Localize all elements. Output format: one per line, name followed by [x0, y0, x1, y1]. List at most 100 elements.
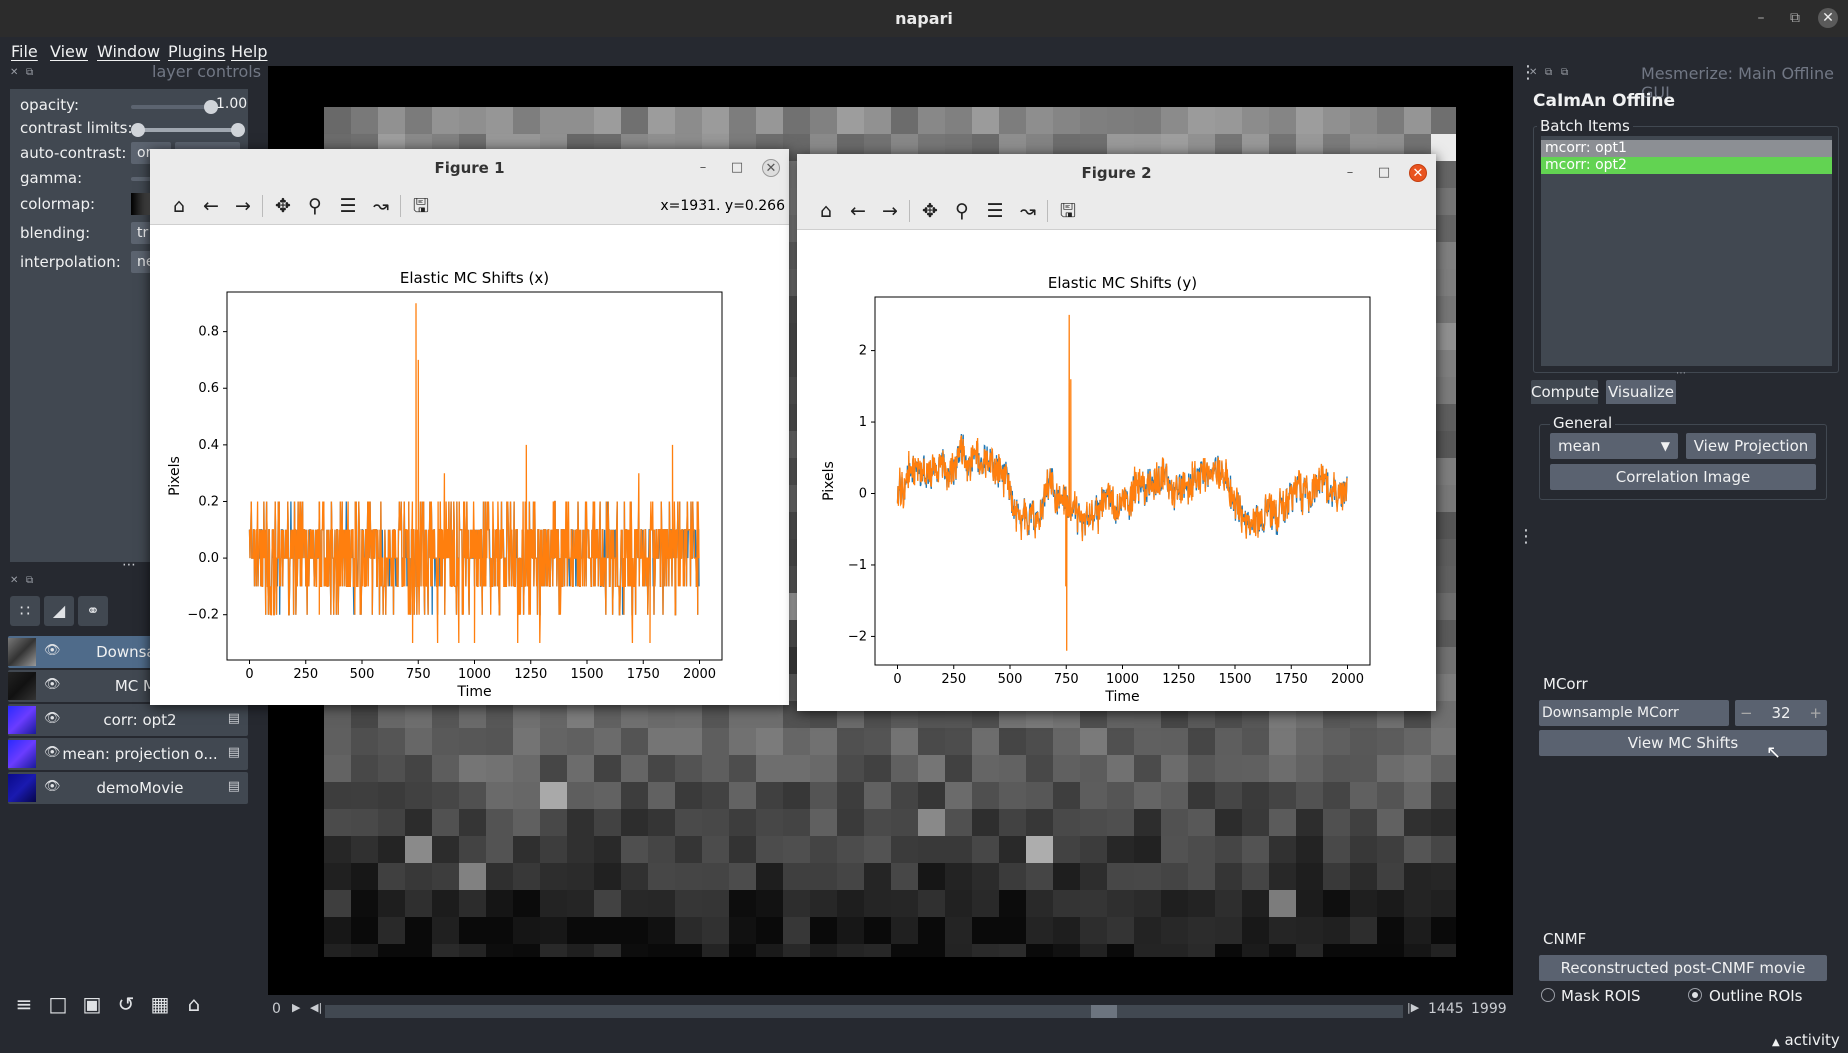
eye-icon[interactable]: 👁 — [44, 779, 61, 794]
right-dock-close-icon[interactable]: ✕ — [1529, 67, 1538, 78]
layer-name[interactable]: demoMovie — [96, 779, 184, 797]
dims-slider[interactable] — [325, 1005, 1403, 1018]
restore-icon[interactable]: ⧉ — [1790, 10, 1800, 26]
image-pixel — [1431, 782, 1456, 810]
figure-1-maximize-icon[interactable]: □ — [730, 160, 744, 175]
right-dock-pin-icon[interactable]: ⧉ — [1561, 67, 1569, 78]
layer-name[interactable]: mean: projection o... — [62, 745, 218, 763]
stepper-minus-icon[interactable]: − — [1740, 704, 1753, 722]
pan-icon[interactable]: ✥ — [922, 200, 938, 222]
back-arrow-icon[interactable]: ← — [203, 195, 219, 217]
step-forward-icon[interactable]: |▶ — [1407, 1001, 1420, 1014]
downsample-stepper[interactable]: − 32 + — [1735, 700, 1827, 726]
contrast-max-handle[interactable] — [231, 123, 245, 137]
console-icon[interactable]: ≡ — [15, 992, 33, 1016]
figure-1-minimize-icon[interactable]: – — [699, 160, 707, 175]
contrast-limits-slider[interactable] — [138, 128, 238, 132]
home-icon[interactable]: ⌂ — [187, 992, 201, 1016]
dock-vertical-handle[interactable]: ⋮ — [1519, 62, 1537, 83]
layer-row[interactable]: 👁demoMovieimage▤ — [8, 772, 248, 804]
play-icon[interactable]: ▶ — [292, 1001, 301, 1014]
layer-name[interactable]: corr: opt2 — [103, 711, 177, 729]
figure-2-window[interactable]: Figure 2 – □ ✕ ⌂ ← → ✥ ⚲ ☰ ↝ 🖫 Elastic M… — [797, 154, 1436, 711]
menu-plugins[interactable]: Plugins — [168, 42, 226, 61]
projection-select[interactable]: mean ▼ — [1550, 433, 1678, 459]
opacity-slider-handle[interactable] — [204, 100, 218, 114]
mask-rois-radio[interactable] — [1541, 988, 1555, 1002]
image-pixel — [675, 782, 703, 810]
stepper-plus-icon[interactable]: + — [1809, 704, 1822, 722]
batch-item[interactable]: mcorr: opt2 — [1541, 157, 1832, 174]
menu-help[interactable]: Help — [231, 42, 268, 61]
view-mc-shifts-button[interactable]: View MC Shifts — [1539, 730, 1827, 756]
menu-view[interactable]: View — [50, 42, 88, 61]
activity-button[interactable]: ▲ activity — [1772, 1031, 1840, 1049]
eye-icon[interactable]: 👁 — [44, 677, 61, 692]
dock-resize-handle[interactable]: ⋮ — [1517, 526, 1535, 547]
layer-list-float-icon[interactable]: ⧉ — [26, 575, 34, 586]
figure-1-titlebar[interactable]: Figure 1 – □ ✕ — [150, 149, 789, 187]
figure-2-titlebar[interactable]: Figure 2 – □ ✕ — [797, 154, 1436, 192]
save-icon[interactable]: 🖫 — [412, 195, 430, 217]
contrast-min-handle[interactable] — [131, 123, 145, 137]
figure-2-maximize-icon[interactable]: □ — [1377, 165, 1391, 180]
forward-arrow-icon[interactable]: → — [882, 200, 898, 222]
figure-2-minimize-icon[interactable]: – — [1346, 165, 1354, 180]
tab-visualize[interactable]: Visualize — [1606, 380, 1676, 404]
zoom-icon[interactable]: ⚲ — [308, 195, 322, 217]
batch-item[interactable]: mcorr: opt1 — [1541, 140, 1832, 157]
layer-list-close-icon[interactable]: ✕ — [10, 575, 19, 586]
figure-1-window[interactable]: Figure 1 – □ ✕ ⌂ ← → ✥ ⚲ ☰ ↝ 🖫 x=1931. y… — [150, 149, 789, 705]
minimize-icon[interactable]: – — [1757, 10, 1765, 26]
layer-row[interactable]: 👁mean: projection o...image▤ — [8, 738, 248, 770]
configure-subplots-icon[interactable]: ☰ — [339, 195, 357, 217]
reconstructed-movie-button[interactable]: Reconstructed post-CNMF movie — [1539, 955, 1827, 981]
eye-icon[interactable]: 👁 — [44, 643, 61, 658]
step-back-icon[interactable]: ◀| — [310, 1001, 323, 1014]
figure-1-close-button[interactable]: ✕ — [762, 159, 780, 177]
outline-rois-radio[interactable] — [1688, 988, 1702, 1002]
close-window-button[interactable]: ✕ — [1818, 8, 1838, 28]
tab-compute[interactable]: Compute — [1531, 380, 1599, 404]
figure-1-plot[interactable]: Elastic MC Shifts (x) 0 250 500 750 1000 1250 1… — [150, 226, 789, 705]
eye-icon[interactable]: 👁 — [44, 745, 61, 760]
image-pixel — [783, 890, 811, 918]
edit-axis-icon[interactable]: ↝ — [373, 195, 389, 217]
forward-arrow-icon[interactable]: → — [235, 195, 251, 217]
new-shapes-layer-icon[interactable]: ◢ — [44, 596, 74, 626]
dims-slider-handle[interactable] — [1091, 1005, 1118, 1018]
zoom-icon[interactable]: ⚲ — [955, 200, 969, 222]
image-pixel — [324, 728, 352, 756]
grid-view-icon[interactable]: ▦ — [150, 992, 170, 1016]
new-labels-layer-icon[interactable]: ⚭ — [78, 596, 108, 626]
dock-float-icon[interactable]: ⧉ — [26, 67, 34, 78]
correlation-image-button[interactable]: Correlation Image — [1550, 464, 1816, 490]
batch-items-list[interactable]: mcorr: opt1 mcorr: opt2 — [1541, 136, 1832, 366]
transpose-icon[interactable]: ↺ — [117, 992, 135, 1016]
view-projection-button[interactable]: View Projection — [1686, 433, 1816, 459]
dock-close-icon[interactable]: ✕ — [10, 67, 19, 78]
gamma-slider[interactable] — [131, 177, 161, 181]
pan-icon[interactable]: ✥ — [275, 195, 291, 217]
downsample-mcorr-button[interactable]: Downsample MCorr Movie: — [1539, 700, 1729, 747]
edit-axis-icon[interactable]: ↝ — [1020, 200, 1036, 222]
new-points-layer-icon[interactable]: ∷ — [10, 596, 40, 626]
configure-subplots-icon[interactable]: ☰ — [986, 200, 1004, 222]
ndisplay-icon[interactable]: □ — [48, 992, 68, 1016]
right-dock-float-icon[interactable]: ⧉ — [1545, 67, 1553, 78]
home-icon[interactable]: ⌂ — [819, 200, 833, 222]
save-icon[interactable]: 🖫 — [1059, 200, 1077, 222]
figure-2-close-button[interactable]: ✕ — [1409, 164, 1427, 182]
home-icon[interactable]: ⌂ — [172, 195, 186, 217]
eye-icon[interactable]: 👁 — [44, 711, 61, 726]
figure-2-plot[interactable]: Elastic MC Shifts (y) 0 250 500 750 1000 1250 1… — [797, 231, 1436, 711]
roll-axes-icon[interactable]: ▣ — [82, 992, 102, 1016]
opacity-slider[interactable] — [131, 105, 211, 109]
splitter-handle[interactable]: ⋯ — [122, 557, 136, 573]
layer-row[interactable]: 👁corr: opt2image▤ — [8, 704, 248, 736]
image-pixel — [540, 917, 568, 945]
batch-splitter-handle[interactable]: ⋯ — [1676, 368, 1686, 379]
menu-file[interactable]: File — [11, 42, 38, 61]
back-arrow-icon[interactable]: ← — [850, 200, 866, 222]
menu-window[interactable]: Window — [97, 42, 161, 61]
